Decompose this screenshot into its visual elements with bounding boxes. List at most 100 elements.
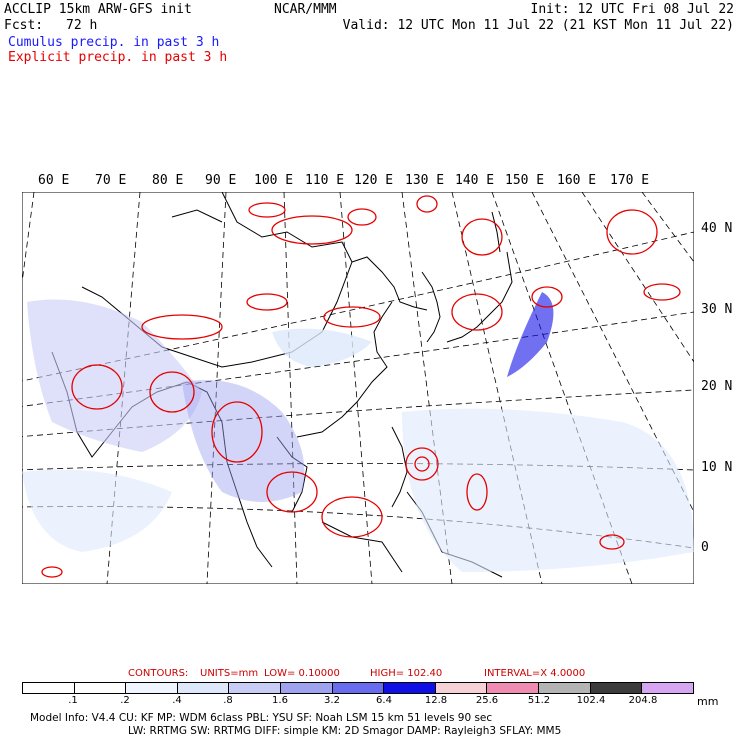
- scale-tick: .2: [120, 695, 130, 706]
- meridian-100e: [283, 192, 298, 584]
- scale-tick: .4: [172, 695, 182, 706]
- center-label: NCAR/MMM: [274, 2, 337, 17]
- lon-label-100e: 100 E: [254, 173, 294, 188]
- explicit-india-west: [71, 364, 123, 410]
- valid-time: Valid: 12 UTC Mon 11 Jul 22 (21 KST Mon …: [342, 18, 734, 33]
- scale-tick: 204.8: [628, 695, 658, 706]
- legend-explicit: Explicit precip. in past 3 h: [8, 50, 228, 65]
- scale-cell: [590, 683, 643, 693]
- meridian-120e: [401, 192, 453, 584]
- explicit-vietnam: [266, 471, 318, 513]
- lat-label-0: 0: [701, 540, 709, 555]
- scale-cell: [332, 683, 385, 693]
- lon-label-150e: 150 E: [505, 173, 545, 188]
- lat-label-20n: 20 N: [701, 379, 733, 394]
- lat-label-10n: 10 N: [701, 460, 733, 475]
- scale-tick: 3.2: [324, 695, 340, 706]
- contours-low: LOW= 0.10000: [264, 668, 340, 679]
- meridian-110e: [339, 192, 373, 584]
- color-scale-bar: [22, 682, 694, 694]
- explicit-india-east: [149, 371, 195, 413]
- scale-tick: 1.6: [272, 695, 288, 706]
- contours-label: CONTOURS:: [128, 668, 189, 679]
- scale-tick: 25.6: [475, 695, 499, 706]
- scale-cell: [642, 683, 693, 693]
- explicit-scs: [321, 496, 383, 538]
- lon-label-80e: 80 E: [152, 173, 184, 188]
- lon-label-70e: 70 E: [95, 173, 127, 188]
- parallel-40n: [22, 231, 694, 382]
- explicit-manchuria: [461, 218, 503, 256]
- lon-label-120e: 120 E: [354, 173, 394, 188]
- scale-cell: [229, 683, 282, 693]
- scale-tick: 6.4: [376, 695, 392, 706]
- meridian-170e: [641, 192, 694, 263]
- lat-label-30n: 30 N: [701, 302, 733, 317]
- lat-label-40n: 40 N: [701, 221, 733, 236]
- explicit-pacific-east: [643, 283, 681, 301]
- lon-label-130e: 130 E: [405, 173, 445, 188]
- parallel-30n: [22, 311, 694, 407]
- scale-cell: [126, 683, 178, 693]
- contours-interval: INTERVAL=X 4.0000: [484, 668, 586, 679]
- contours-units: UNITS=mm: [200, 668, 259, 679]
- scale-cell: [281, 683, 333, 693]
- explicit-mongolia: [271, 215, 353, 245]
- scale-unit: mm: [697, 695, 719, 708]
- scale-tick: 12.8: [424, 695, 448, 706]
- explicit-himalaya: [141, 314, 223, 340]
- explicit-typhoon: [405, 447, 439, 481]
- explicit-korea: [451, 293, 503, 331]
- explicit-north: [248, 202, 286, 218]
- model-title: ACCLIP 15km ARW-GFS init: [4, 2, 192, 17]
- explicit-south-pacific: [599, 534, 625, 550]
- explicit-typhoon-core: [414, 456, 430, 472]
- coast-japan: [446, 251, 513, 343]
- explicit-china-central: [323, 306, 381, 328]
- explicit-myanmar: [211, 401, 263, 463]
- meridian-160e: [581, 192, 694, 363]
- explicit-tibet: [246, 293, 288, 311]
- scale-cell: [487, 683, 540, 693]
- explicit-precip: [41, 195, 681, 578]
- lon-label-140e: 140 E: [455, 173, 495, 188]
- explicit-japan-south: [531, 286, 563, 308]
- model-info-line: Model Info: V4.4 CU: KF MP: WDM 6class P…: [30, 712, 493, 724]
- lon-label-110e: 110 E: [305, 173, 345, 188]
- border-north: [171, 209, 223, 223]
- coast-taiwan-phil: [391, 426, 408, 508]
- init-time: Init: 12 UTC Fri 08 Jul 22: [530, 2, 735, 17]
- lon-label-160e: 160 E: [557, 173, 597, 188]
- scale-tick: .8: [223, 695, 233, 706]
- scale-cell: [23, 683, 75, 693]
- scale-cell: [539, 683, 591, 693]
- scale-cell: [177, 683, 230, 693]
- coast-indochina: [276, 436, 308, 513]
- physics-info-line: LW: RRTMG SW: RRTMG DIFF: simple KM: 2D …: [128, 725, 562, 737]
- lon-label-170e: 170 E: [610, 173, 650, 188]
- cumulus-indian-ocean: [22, 469, 172, 552]
- contours-high: HIGH= 102.40: [370, 668, 443, 679]
- coast-borneo: [321, 521, 403, 573]
- scale-tick: 51.2: [527, 695, 551, 706]
- coast-china-east: [296, 301, 393, 438]
- meridian-90e: [206, 192, 227, 584]
- meridian-80e: [106, 192, 141, 584]
- scale-cell: [74, 683, 127, 693]
- coast-sakhalin: [491, 211, 501, 253]
- coast-korea: [421, 271, 441, 343]
- cumulus-china: [272, 328, 372, 367]
- coast-malay: [226, 461, 273, 568]
- explicit-far-north: [416, 195, 438, 213]
- explicit-sw-corner: [41, 566, 63, 578]
- scale-cell: [384, 683, 436, 693]
- explicit-pacific-low: [606, 209, 658, 255]
- forecast-label: Fcst:: [4, 18, 44, 33]
- forecast-value: 72 h: [66, 18, 98, 33]
- cumulus-west-pacific: [402, 408, 694, 572]
- meridian-70e: [22, 192, 35, 286]
- lon-label-60e: 60 E: [38, 173, 70, 188]
- precip-map: [22, 192, 694, 584]
- cumulus-pacific-band: [507, 292, 554, 377]
- cumulus-bay-bengal: [182, 380, 305, 502]
